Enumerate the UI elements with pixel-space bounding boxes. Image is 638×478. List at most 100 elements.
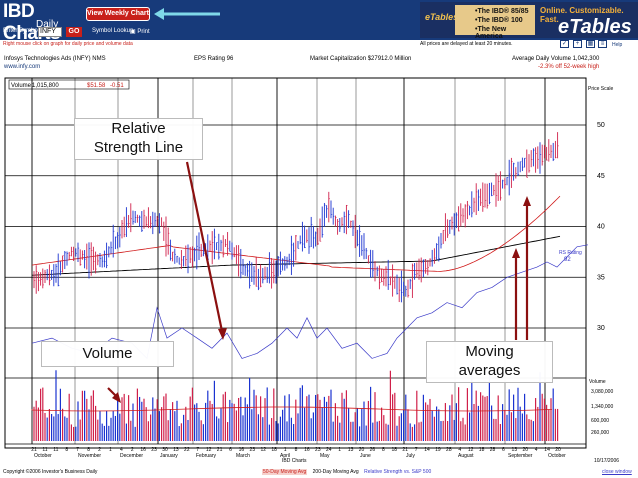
- month-label: January: [160, 453, 178, 459]
- day-label: 16: [140, 447, 146, 453]
- day-label: 11: [53, 447, 58, 453]
- ad-tagline: Online. Customizable. Fast.: [540, 6, 624, 24]
- header-bar: IBD Charts Daily View Weekly Chart Enter…: [0, 0, 638, 44]
- callout-moving-averages: Moving averages: [426, 341, 553, 383]
- day-label: 4: [535, 447, 538, 453]
- ad-etables-logo: eTables: [425, 12, 459, 22]
- rs-line: [31, 244, 589, 360]
- rs-rating-value: 92: [564, 257, 571, 263]
- ma-arrow-head-2-icon: [523, 196, 531, 206]
- ma200-line: [31, 235, 561, 276]
- day-label: 14: [544, 447, 550, 453]
- day-label: 18: [271, 447, 277, 453]
- month-label: July: [406, 453, 415, 459]
- day-label: 20: [522, 447, 528, 453]
- day-label: 4: [458, 447, 461, 453]
- callout-ma-line-2: averages: [458, 362, 521, 379]
- day-label: 8: [295, 447, 298, 453]
- volume-avg-path: [31, 406, 553, 412]
- day-label: 16: [304, 447, 310, 453]
- month-label: February: [196, 453, 217, 459]
- callout-relative-strength: Relative Strength Line: [74, 118, 203, 160]
- price-tick-35: 35: [597, 274, 605, 281]
- list-icon[interactable]: ≡: [598, 40, 607, 48]
- symbol-lookup-link[interactable]: Symbol Lookup: [92, 28, 134, 34]
- day-label: 14: [424, 447, 430, 453]
- day-label: 13: [348, 447, 354, 453]
- day-label: 20: [555, 447, 561, 453]
- day-label: 13: [173, 447, 179, 453]
- day-label: 8: [87, 447, 90, 453]
- day-label: 12: [260, 447, 266, 453]
- month-label: June: [360, 453, 371, 459]
- ma200-path: [31, 235, 561, 276]
- day-label: 23: [250, 447, 256, 453]
- day-label: 12: [206, 447, 212, 453]
- volume-arrow-head-icon: [112, 392, 121, 403]
- plus-icon[interactable]: +: [573, 40, 582, 48]
- legend-200-day: 200-Day Moving Avg: [312, 469, 359, 475]
- volume-bars: [33, 370, 559, 441]
- day-label: 7: [415, 447, 418, 453]
- enter-symbol-label: Enter Symbol: [3, 28, 40, 34]
- right-click-note: Right mouse click on graph for daily pri…: [3, 41, 133, 47]
- chart-date-label: 10/17/2006: [594, 458, 619, 464]
- go-button[interactable]: GO: [66, 27, 82, 37]
- day-label: 6: [502, 447, 505, 453]
- day-label: 21: [217, 447, 223, 453]
- etables-ad-banner[interactable]: eTables •The IBD® 85/85 •The IBD® 100 •T…: [420, 2, 638, 40]
- volume-tick: 3,080,000: [591, 389, 613, 395]
- ad-line-2: •The IBD® 100: [475, 17, 523, 24]
- day-label: 12: [468, 447, 474, 453]
- volume-average-line: [31, 406, 553, 412]
- view-weekly-chart-button[interactable]: View Weekly Chart: [86, 7, 150, 21]
- price-tick-30: 30: [597, 325, 605, 332]
- help-link[interactable]: Help: [612, 42, 623, 48]
- price-tick-45: 45: [597, 173, 605, 180]
- ma-arrow-head-1-icon: [512, 248, 520, 258]
- day-label: 4: [120, 447, 123, 453]
- sub-bar: Right mouse click on graph for daily pri…: [0, 40, 638, 50]
- copyright: Copyright ©2006 Investor's Business Dail…: [3, 469, 98, 475]
- chart-source-label: IBD Charts: [282, 458, 307, 464]
- day-label: 22: [184, 447, 190, 453]
- day-label: 8: [382, 447, 385, 453]
- day-label: 2: [98, 447, 101, 453]
- day-label: 1: [109, 447, 112, 453]
- ma50-path: [31, 195, 561, 272]
- change-readout: -0.51: [110, 83, 124, 89]
- arrow-annotation-icon: [154, 8, 220, 20]
- avg-daily-volume: Average Daily Volume 1,042,300: [512, 56, 600, 62]
- grid-icon[interactable]: ▦: [586, 40, 595, 48]
- price-scale-label: Price Scale: [588, 86, 614, 92]
- symbol-input[interactable]: INFY: [38, 27, 62, 37]
- callout-volume-text: Volume: [82, 345, 133, 362]
- day-label: 7: [76, 447, 79, 453]
- delay-note: All prices are delayed at least 20 minut…: [420, 41, 513, 47]
- month-label: October: [34, 453, 52, 459]
- print-link[interactable]: ▣ Print: [130, 28, 150, 35]
- close-window-link[interactable]: close window: [602, 469, 632, 475]
- callout-ma-line-1: Moving: [465, 343, 514, 360]
- company-url[interactable]: www.infy.com: [4, 64, 41, 70]
- volume-tick: 260,000: [591, 430, 609, 436]
- volume-axis-label: Volume: [589, 379, 606, 385]
- day-label: 13: [512, 447, 518, 453]
- callout-volume: Volume: [41, 341, 174, 367]
- day-label: 21: [402, 447, 408, 453]
- price-readout: $51.58: [87, 83, 106, 89]
- legend-50-day: 50-Day Moving Avg: [262, 469, 308, 475]
- ad-books-image: •The IBD® 85/85 •The IBD® 100 •The New A…: [455, 5, 535, 40]
- day-label: 1: [338, 447, 341, 453]
- price-tick-40: 40: [597, 224, 605, 231]
- rs-annotation-arrow: [185, 161, 225, 337]
- day-label: 21: [31, 447, 37, 453]
- ad-line-3: •The New America: [475, 26, 507, 40]
- date-axis-months: October November December January February Ma…: [34, 453, 566, 459]
- legend-rs: Relative Strength vs. S&P 500: [364, 469, 432, 475]
- print-label: Print: [137, 29, 150, 35]
- rs-rating-label: RS Rating: [559, 250, 582, 256]
- chart-legend: 50-Day Moving Avg 200-Day Moving Avg Rel…: [262, 469, 435, 475]
- day-label: 26: [370, 447, 376, 453]
- checkmark-icon[interactable]: ✓: [560, 40, 569, 48]
